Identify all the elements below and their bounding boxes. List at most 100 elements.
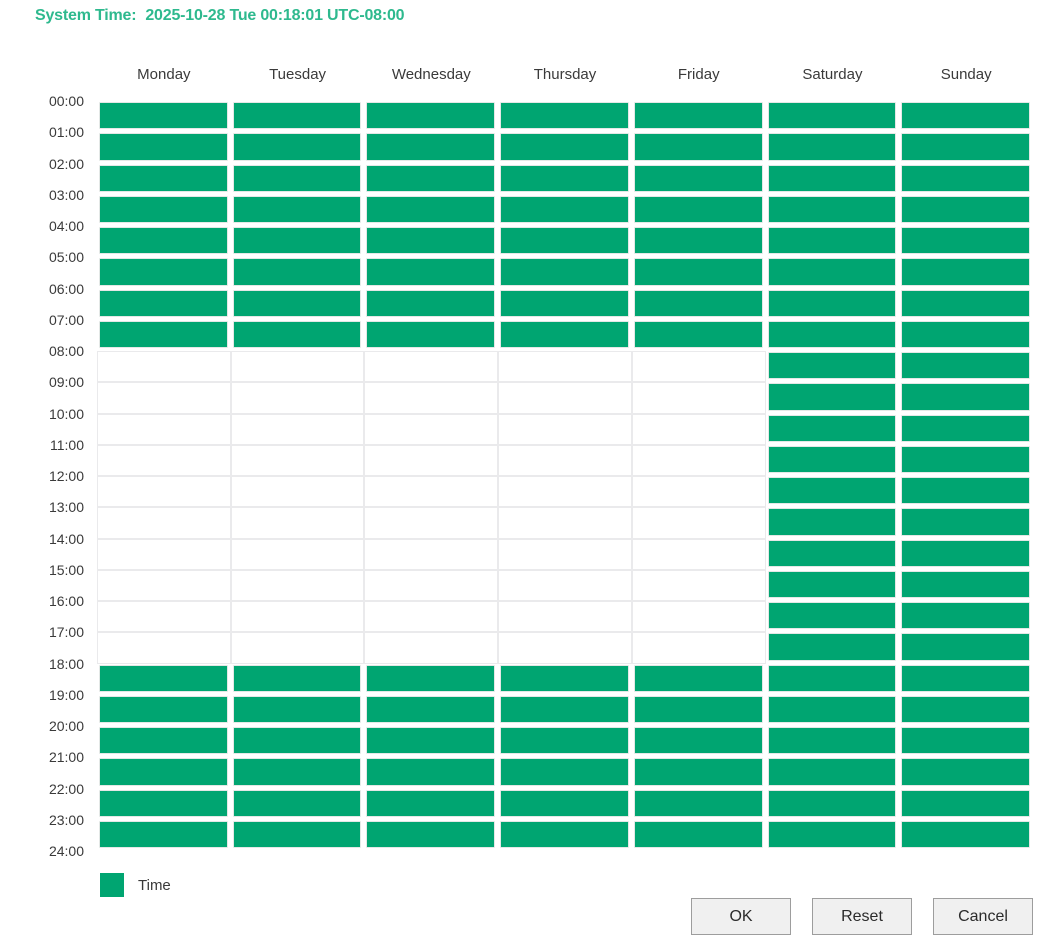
schedule-cell-wednesday-14:00[interactable] bbox=[364, 538, 499, 570]
schedule-cell-thursday-01:00[interactable] bbox=[500, 133, 629, 161]
schedule-cell-sunday-09:00[interactable] bbox=[901, 383, 1030, 411]
schedule-cell-friday-12:00[interactable] bbox=[631, 476, 766, 508]
schedule-cell-tuesday-11:00[interactable] bbox=[230, 444, 365, 476]
schedule-cell-tuesday-05:00[interactable] bbox=[232, 258, 362, 286]
schedule-cell-saturday-21:00[interactable] bbox=[767, 758, 897, 786]
schedule-cell-wednesday-01:00[interactable] bbox=[366, 133, 496, 161]
schedule-cell-monday-10:00[interactable] bbox=[97, 413, 231, 445]
schedule-cell-wednesday-06:00[interactable] bbox=[366, 289, 496, 317]
schedule-cell-monday-23:00[interactable] bbox=[99, 820, 228, 848]
schedule-cell-thursday-20:00[interactable] bbox=[500, 727, 629, 755]
schedule-cell-friday-23:00[interactable] bbox=[633, 820, 763, 848]
schedule-cell-saturday-23:00[interactable] bbox=[767, 820, 897, 848]
schedule-cell-friday-14:00[interactable] bbox=[631, 538, 766, 570]
schedule-cell-sunday-01:00[interactable] bbox=[901, 133, 1030, 161]
schedule-cell-wednesday-04:00[interactable] bbox=[366, 227, 496, 255]
schedule-cell-sunday-17:00[interactable] bbox=[901, 633, 1030, 661]
schedule-cell-tuesday-16:00[interactable] bbox=[230, 601, 365, 633]
schedule-cell-thursday-09:00[interactable] bbox=[498, 382, 632, 414]
schedule-cell-friday-04:00[interactable] bbox=[633, 227, 763, 255]
schedule-cell-monday-16:00[interactable] bbox=[97, 601, 231, 633]
schedule-cell-sunday-14:00[interactable] bbox=[901, 539, 1030, 567]
schedule-cell-monday-20:00[interactable] bbox=[99, 727, 228, 755]
schedule-cell-saturday-00:00[interactable] bbox=[767, 102, 897, 130]
schedule-cell-monday-02:00[interactable] bbox=[99, 164, 228, 192]
schedule-cell-saturday-02:00[interactable] bbox=[767, 164, 897, 192]
schedule-cell-monday-03:00[interactable] bbox=[99, 195, 228, 223]
schedule-cell-monday-06:00[interactable] bbox=[99, 289, 228, 317]
schedule-cell-monday-08:00[interactable] bbox=[97, 351, 231, 383]
schedule-cell-wednesday-05:00[interactable] bbox=[366, 258, 496, 286]
schedule-cell-sunday-20:00[interactable] bbox=[901, 727, 1030, 755]
schedule-cell-saturday-11:00[interactable] bbox=[767, 445, 897, 473]
schedule-cell-monday-12:00[interactable] bbox=[97, 476, 231, 508]
schedule-cell-monday-00:00[interactable] bbox=[99, 102, 228, 130]
schedule-cell-saturday-20:00[interactable] bbox=[767, 727, 897, 755]
schedule-cell-sunday-18:00[interactable] bbox=[901, 664, 1030, 692]
schedule-cell-wednesday-22:00[interactable] bbox=[366, 789, 496, 817]
schedule-cell-thursday-05:00[interactable] bbox=[500, 258, 629, 286]
schedule-cell-saturday-12:00[interactable] bbox=[767, 477, 897, 505]
schedule-cell-monday-05:00[interactable] bbox=[99, 258, 228, 286]
schedule-cell-monday-01:00[interactable] bbox=[99, 133, 228, 161]
schedule-cell-sunday-00:00[interactable] bbox=[901, 102, 1030, 130]
schedule-cell-tuesday-04:00[interactable] bbox=[232, 227, 362, 255]
schedule-cell-sunday-06:00[interactable] bbox=[901, 289, 1030, 317]
cancel-button[interactable]: Cancel bbox=[933, 898, 1033, 935]
schedule-cell-tuesday-00:00[interactable] bbox=[232, 102, 362, 130]
schedule-cell-sunday-05:00[interactable] bbox=[901, 258, 1030, 286]
schedule-cell-saturday-14:00[interactable] bbox=[767, 539, 897, 567]
ok-button[interactable]: OK bbox=[691, 898, 791, 935]
schedule-cell-tuesday-01:00[interactable] bbox=[232, 133, 362, 161]
schedule-cell-thursday-04:00[interactable] bbox=[500, 227, 629, 255]
schedule-cell-thursday-08:00[interactable] bbox=[498, 351, 632, 383]
schedule-cell-tuesday-18:00[interactable] bbox=[232, 664, 362, 692]
schedule-cell-sunday-22:00[interactable] bbox=[901, 789, 1030, 817]
schedule-cell-friday-09:00[interactable] bbox=[631, 382, 766, 414]
schedule-cell-friday-18:00[interactable] bbox=[633, 664, 763, 692]
schedule-cell-monday-22:00[interactable] bbox=[99, 789, 228, 817]
schedule-cell-saturday-15:00[interactable] bbox=[767, 570, 897, 598]
schedule-cell-friday-22:00[interactable] bbox=[633, 789, 763, 817]
schedule-cell-tuesday-12:00[interactable] bbox=[230, 476, 365, 508]
schedule-cell-thursday-18:00[interactable] bbox=[500, 664, 629, 692]
schedule-cell-saturday-13:00[interactable] bbox=[767, 508, 897, 536]
schedule-cell-sunday-21:00[interactable] bbox=[901, 758, 1030, 786]
schedule-cell-monday-15:00[interactable] bbox=[97, 569, 231, 601]
schedule-cell-monday-19:00[interactable] bbox=[99, 695, 228, 723]
schedule-cell-monday-13:00[interactable] bbox=[97, 507, 231, 539]
schedule-cell-saturday-04:00[interactable] bbox=[767, 227, 897, 255]
schedule-cell-sunday-11:00[interactable] bbox=[901, 445, 1030, 473]
schedule-cell-thursday-13:00[interactable] bbox=[498, 507, 632, 539]
schedule-cell-saturday-09:00[interactable] bbox=[767, 383, 897, 411]
schedule-cell-saturday-16:00[interactable] bbox=[767, 602, 897, 630]
schedule-cell-saturday-18:00[interactable] bbox=[767, 664, 897, 692]
schedule-cell-friday-06:00[interactable] bbox=[633, 289, 763, 317]
schedule-cell-thursday-12:00[interactable] bbox=[498, 476, 632, 508]
schedule-cell-sunday-12:00[interactable] bbox=[901, 477, 1030, 505]
schedule-cell-friday-05:00[interactable] bbox=[633, 258, 763, 286]
schedule-cell-thursday-10:00[interactable] bbox=[498, 413, 632, 445]
schedule-cell-saturday-10:00[interactable] bbox=[767, 414, 897, 442]
schedule-cell-thursday-02:00[interactable] bbox=[500, 164, 629, 192]
schedule-cell-wednesday-13:00[interactable] bbox=[364, 507, 499, 539]
reset-button[interactable]: Reset bbox=[812, 898, 912, 935]
schedule-cell-saturday-03:00[interactable] bbox=[767, 195, 897, 223]
schedule-cell-wednesday-15:00[interactable] bbox=[364, 569, 499, 601]
schedule-cell-saturday-19:00[interactable] bbox=[767, 695, 897, 723]
schedule-cell-saturday-22:00[interactable] bbox=[767, 789, 897, 817]
schedule-cell-tuesday-21:00[interactable] bbox=[232, 758, 362, 786]
schedule-cell-saturday-08:00[interactable] bbox=[767, 352, 897, 380]
schedule-cell-friday-01:00[interactable] bbox=[633, 133, 763, 161]
schedule-cell-tuesday-15:00[interactable] bbox=[230, 569, 365, 601]
schedule-cell-tuesday-23:00[interactable] bbox=[232, 820, 362, 848]
schedule-cell-wednesday-19:00[interactable] bbox=[366, 695, 496, 723]
schedule-cell-thursday-22:00[interactable] bbox=[500, 789, 629, 817]
schedule-cell-sunday-16:00[interactable] bbox=[901, 602, 1030, 630]
schedule-cell-tuesday-17:00[interactable] bbox=[230, 632, 365, 664]
schedule-cell-sunday-19:00[interactable] bbox=[901, 695, 1030, 723]
schedule-cell-monday-11:00[interactable] bbox=[97, 444, 231, 476]
schedule-cell-saturday-07:00[interactable] bbox=[767, 320, 897, 348]
schedule-cell-friday-08:00[interactable] bbox=[631, 351, 766, 383]
schedule-cell-sunday-07:00[interactable] bbox=[901, 320, 1030, 348]
